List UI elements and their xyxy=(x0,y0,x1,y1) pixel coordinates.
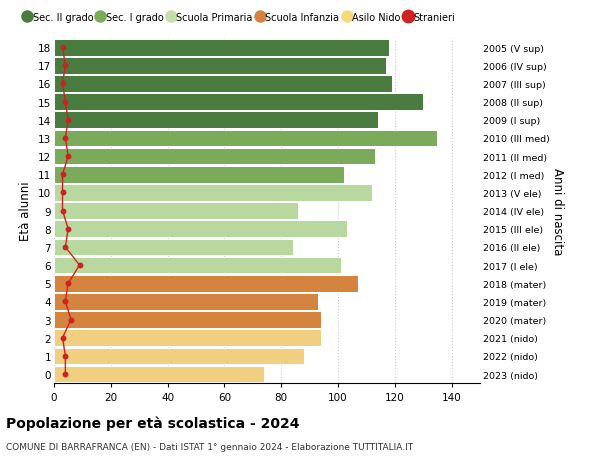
Point xyxy=(64,225,73,233)
Y-axis label: Anni di nascita: Anni di nascita xyxy=(551,168,563,255)
Point xyxy=(61,353,70,360)
Text: Popolazione per età scolastica - 2024: Popolazione per età scolastica - 2024 xyxy=(6,415,299,430)
Point xyxy=(66,316,76,324)
Point xyxy=(64,117,73,124)
Bar xyxy=(54,203,298,219)
Bar xyxy=(54,185,372,202)
Point xyxy=(64,280,73,287)
Point xyxy=(61,244,70,251)
Text: COMUNE DI BARRAFRANCA (EN) - Dati ISTAT 1° gennaio 2024 - Elaborazione TUTTITALI: COMUNE DI BARRAFRANCA (EN) - Dati ISTAT … xyxy=(6,442,413,451)
Bar xyxy=(54,94,423,111)
Point xyxy=(58,171,67,179)
Bar xyxy=(54,221,347,238)
Bar xyxy=(54,293,318,310)
Point xyxy=(58,207,67,215)
Bar xyxy=(54,76,392,93)
Point xyxy=(64,153,73,161)
Bar xyxy=(54,330,321,346)
Point xyxy=(61,370,70,378)
Bar xyxy=(54,148,375,165)
Point xyxy=(61,298,70,305)
Point xyxy=(58,190,67,197)
Bar xyxy=(54,58,386,74)
Point xyxy=(61,62,70,70)
Point xyxy=(58,81,67,88)
Y-axis label: Età alunni: Età alunni xyxy=(19,181,32,241)
Point xyxy=(75,262,85,269)
Point xyxy=(61,135,70,142)
Bar xyxy=(54,275,358,292)
Bar xyxy=(54,366,264,382)
Bar xyxy=(54,167,344,183)
Bar xyxy=(54,239,293,256)
Bar xyxy=(54,40,389,56)
Bar xyxy=(54,348,304,364)
Point xyxy=(58,334,67,341)
Bar xyxy=(54,130,437,147)
Bar xyxy=(54,112,378,129)
Point xyxy=(58,45,67,52)
Point xyxy=(61,99,70,106)
Bar xyxy=(54,257,341,274)
Legend: Sec. II grado, Sec. I grado, Scuola Primaria, Scuola Infanzia, Asilo Nido, Stran: Sec. II grado, Sec. I grado, Scuola Prim… xyxy=(25,13,455,23)
Bar xyxy=(54,312,321,328)
